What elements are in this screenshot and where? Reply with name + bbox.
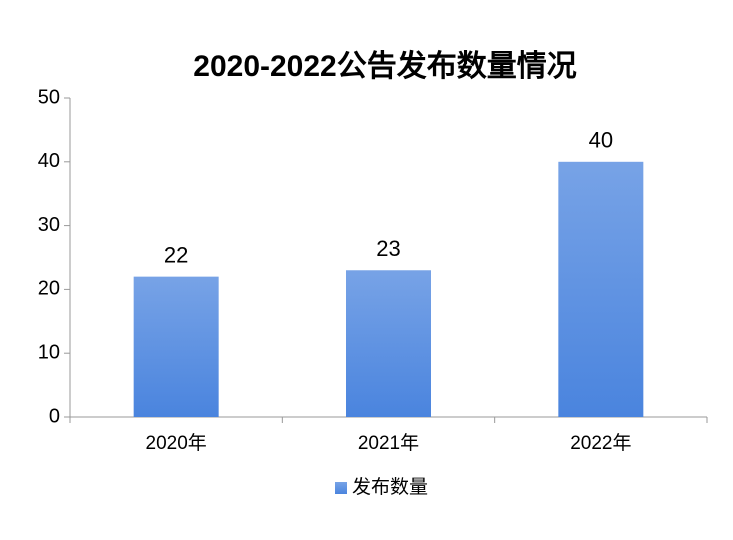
y-tick-label: 30 [38,214,60,236]
legend-swatch [335,482,347,494]
y-tick-label: 50 [38,86,60,108]
data-label: 22 [164,242,188,267]
data-label: 40 [589,128,613,153]
legend-label: 发布数量 [352,476,428,498]
x-tick-label: 2021年 [358,432,419,454]
y-tick-label: 10 [38,341,60,363]
y-tick-label: 20 [38,278,60,300]
y-tick-label: 40 [38,150,60,172]
bar [558,161,644,417]
x-tick-label: 2022年 [570,432,631,454]
bar [133,276,219,417]
chart-title: 2020-2022公告发布数量情况 [193,50,576,83]
bar [346,270,431,417]
data-label: 23 [376,236,400,261]
x-tick-label: 2020年 [146,432,207,454]
y-tick-label: 0 [49,405,60,427]
